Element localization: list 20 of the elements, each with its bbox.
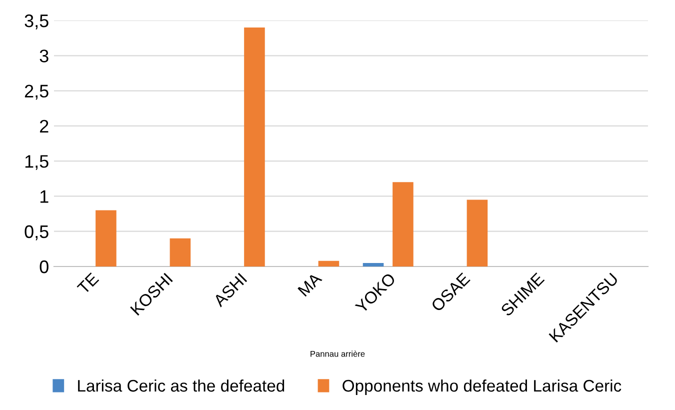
bar [244, 28, 265, 266]
bar [362, 262, 384, 266]
bar [318, 260, 340, 266]
x-tick-label: MA [298, 272, 322, 297]
bar [466, 200, 488, 266]
bar [170, 238, 191, 266]
legend-label: Larisa Ceric as the defeated [78, 379, 284, 392]
y-tick-label: 1,5 [25, 155, 48, 170]
y-tick-label: 0 [40, 260, 48, 274]
y-tick-label: 3,5 [24, 14, 48, 30]
bar [392, 182, 414, 266]
x-tick-label: TE [76, 272, 100, 295]
text: Pannau arrière [310, 350, 365, 357]
y-tick-label: 2,5 [24, 84, 48, 100]
y-tick-label: 1 [40, 190, 48, 203]
y-tick-label: 3 [40, 50, 48, 62]
bar [96, 210, 116, 266]
y-tick-label: 2 [40, 120, 48, 132]
y-tick-label: 0,5 [24, 225, 48, 240]
legend-label: Opponents who defeated Larisa Ceric [342, 379, 622, 395]
